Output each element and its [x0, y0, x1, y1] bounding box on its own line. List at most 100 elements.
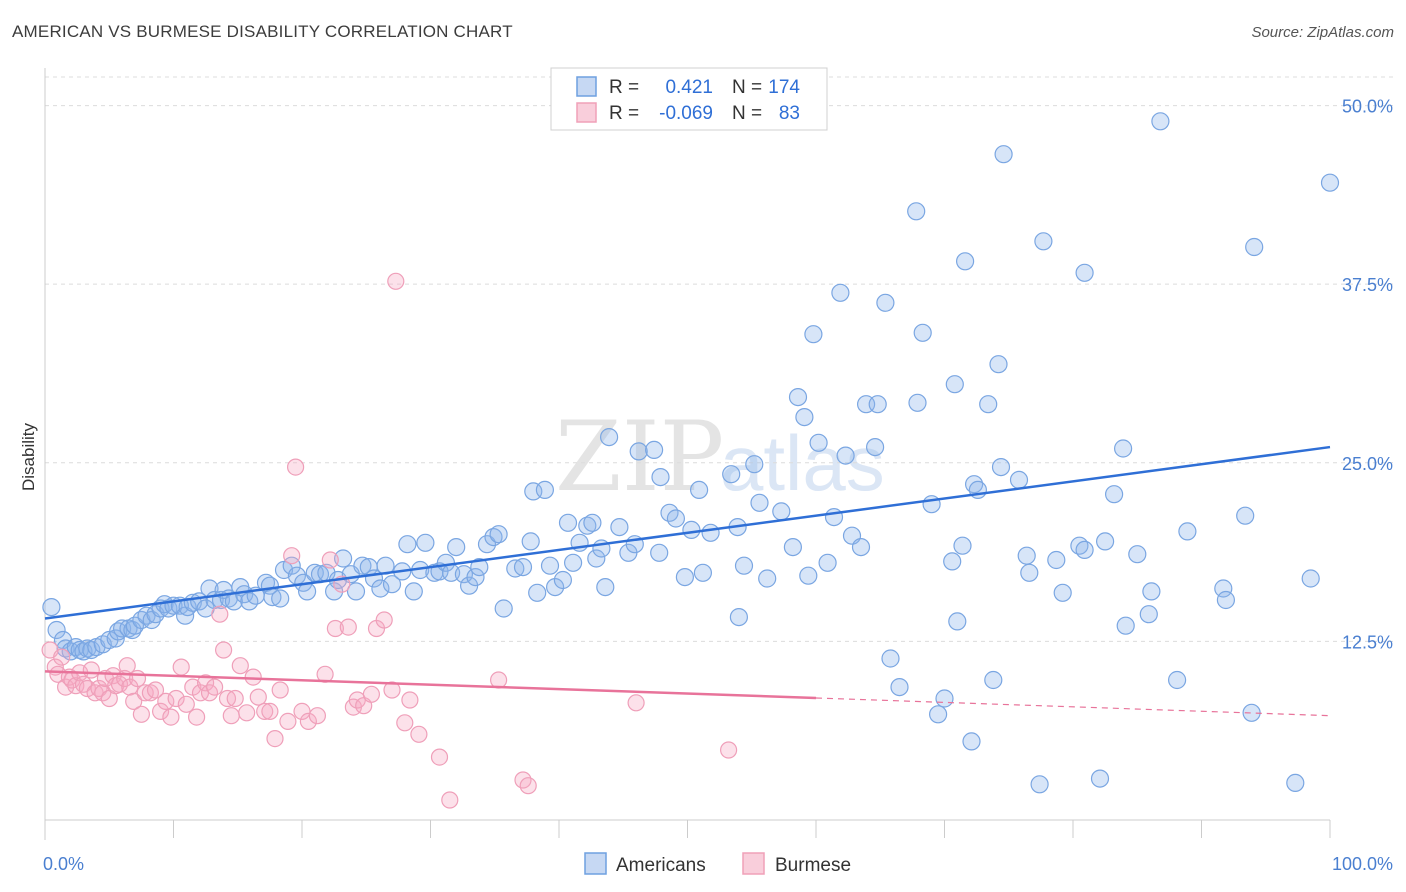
legend-n-label-burmese: N =	[732, 103, 762, 124]
legend-n-value-americans: 174	[768, 77, 800, 98]
americans-point-122	[758, 569, 777, 588]
burmese-point-81	[627, 694, 645, 712]
burmese-point-30	[157, 692, 175, 711]
americans-point-94	[563, 553, 583, 572]
legend-r-label-americans: R =	[609, 77, 639, 98]
burmese-point-40	[206, 678, 224, 696]
gridlines	[45, 76, 1393, 642]
legend-n-label-americans: N =	[732, 77, 762, 98]
americans-point-135	[851, 537, 871, 557]
burmese-point-24	[128, 669, 147, 688]
legend-r-label-burmese: R =	[609, 103, 639, 124]
legend-r-value-burmese: -0.069	[659, 103, 713, 124]
americans-point-124	[783, 537, 803, 557]
americans-point-167	[1053, 583, 1072, 602]
americans-point-96	[578, 516, 597, 535]
y-tick-label-0: 12.5%	[1342, 632, 1393, 652]
americans-point-181	[1178, 522, 1197, 541]
americans-point-174	[1113, 439, 1133, 458]
americans-point-189	[1320, 173, 1340, 192]
americans-point-107	[650, 543, 669, 562]
watermark-atlas: atlas	[720, 419, 885, 507]
americans-point-119	[734, 556, 754, 575]
burmese-point-53	[271, 681, 289, 699]
americans-point-169	[1075, 540, 1094, 560]
americans-point-88	[528, 583, 547, 602]
x-tick-label-min: 0.0%	[43, 854, 84, 874]
americans-point-98	[587, 549, 606, 568]
series-burmese-points	[41, 272, 738, 809]
americans-point-78	[466, 567, 485, 587]
burmese-point-56	[287, 458, 305, 476]
burmese-point-75	[410, 725, 428, 743]
americans-point-93	[558, 513, 578, 532]
americans-point-179	[1151, 112, 1170, 131]
burmese-point-72	[387, 272, 405, 290]
y-tick-label-2: 37.5%	[1342, 275, 1393, 295]
burmese-point-48	[244, 668, 262, 686]
americans-point-157	[984, 670, 1003, 690]
burmese-point-25	[132, 705, 150, 723]
americans-point-118	[729, 607, 749, 627]
burmese-point-64	[339, 618, 357, 636]
americans-point-176	[1128, 545, 1147, 564]
americans-point-90	[540, 556, 560, 575]
americans-point-120	[745, 455, 764, 474]
americans-point-129	[809, 433, 828, 452]
americans-point-188	[1301, 569, 1320, 588]
americans-point-102	[610, 517, 629, 537]
americans-point-63	[371, 579, 390, 598]
burmese-point-52	[266, 729, 284, 748]
americans-point-137	[865, 438, 885, 457]
americans-point-151	[953, 536, 972, 555]
watermark-zip: ZIP	[555, 401, 724, 513]
bottom-legend-label-americans: Americans	[616, 855, 706, 876]
americans-point-147	[935, 689, 954, 708]
series-americans-points	[42, 112, 1340, 794]
burmese-point-47	[238, 704, 256, 722]
burmese-point-61	[321, 551, 339, 569]
americans-point-138	[868, 395, 887, 414]
americans-point-68	[404, 582, 423, 601]
burmese-point-68	[362, 685, 380, 703]
americans-point-59	[346, 582, 366, 601]
bottom-legend-swatch-burmese	[742, 852, 765, 875]
americans-point-115	[701, 523, 720, 542]
americans-point-106	[644, 440, 664, 459]
x-tick-labels: 0.0% 100.0%	[43, 854, 1393, 874]
americans-point-92	[553, 570, 573, 590]
americans-point-79	[470, 557, 489, 577]
source-label: Source: ZipAtlas.com	[1251, 24, 1394, 41]
legend-swatch-americans	[576, 76, 597, 97]
americans-point-85	[513, 557, 533, 577]
americans-point-172	[1095, 532, 1115, 551]
americans-point-182	[1214, 579, 1233, 598]
y-tick-labels: 12.5% 25.0% 37.5% 50.0%	[1342, 97, 1393, 653]
americans-point-162	[1017, 546, 1036, 565]
americans-point-133	[836, 446, 855, 465]
americans-point-1	[47, 620, 66, 640]
americans-point-25	[159, 599, 178, 618]
burmese-point-26	[136, 684, 154, 702]
americans-point-60	[353, 556, 372, 575]
americans-point-123	[772, 502, 791, 521]
americans-point-101	[599, 428, 619, 447]
americans-point-170	[1075, 263, 1094, 282]
burmese-point-41	[211, 605, 229, 623]
burmese-point-36	[188, 708, 206, 726]
americans-point-150	[948, 612, 967, 631]
americans-point-112	[682, 520, 701, 540]
americans-point-126	[795, 408, 814, 427]
americans-point-139	[876, 293, 895, 312]
americans-point-57	[334, 549, 353, 568]
burmese-point-29	[152, 702, 170, 721]
burmese-point-14	[94, 684, 112, 702]
americans-point-152	[955, 252, 975, 271]
americans-point-76	[454, 565, 473, 584]
burmese-point-31	[162, 708, 180, 726]
americans-point-65	[382, 575, 402, 594]
burmese-point-33	[172, 658, 190, 676]
americans-point-178	[1142, 582, 1161, 601]
trend-line-burmese	[44, 670, 817, 700]
